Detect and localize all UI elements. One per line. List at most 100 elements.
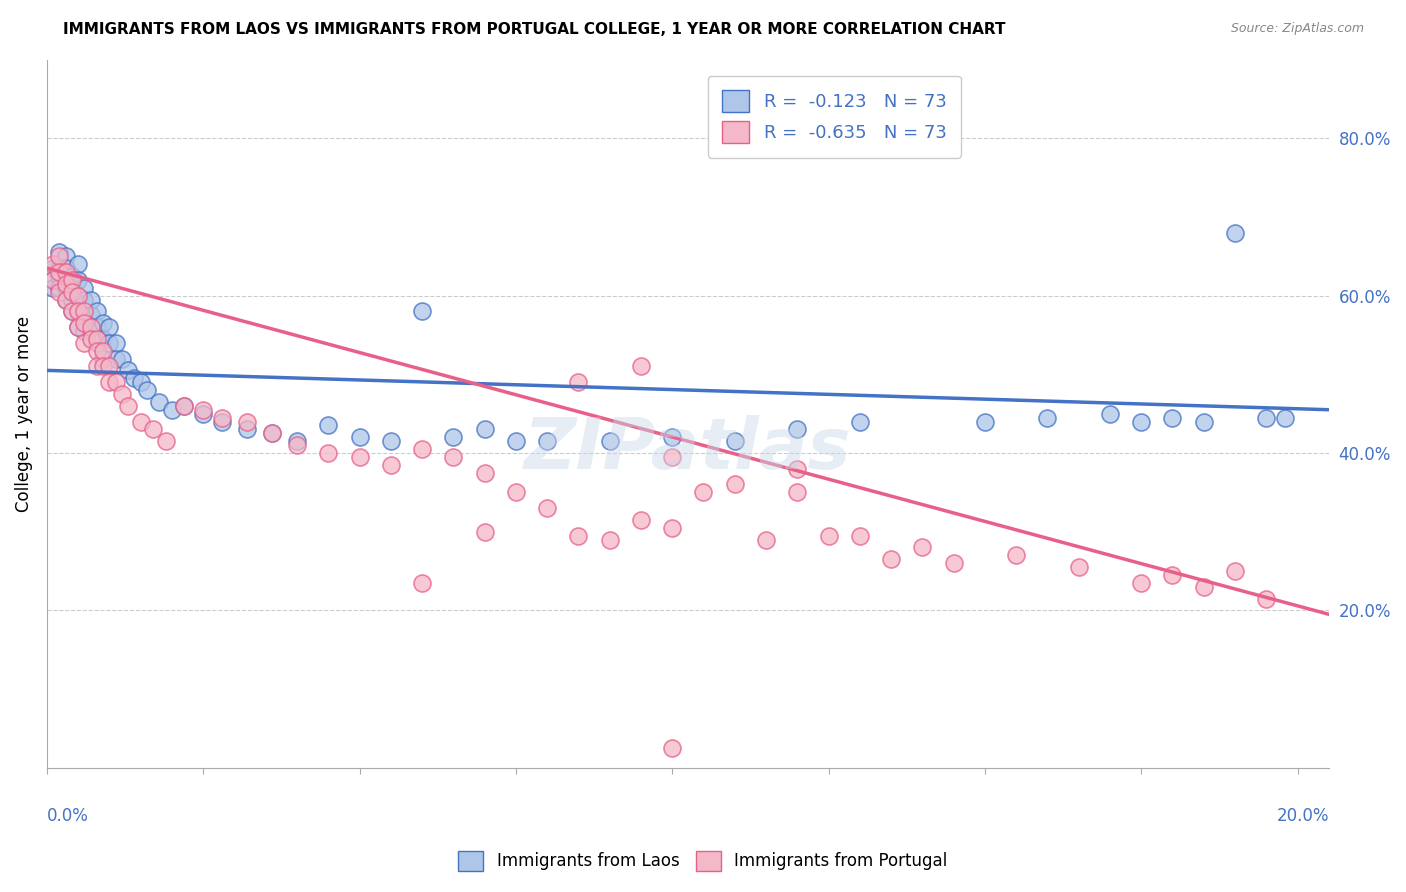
Point [73, 335, 96, 350]
Point [599, 434, 621, 449]
Point [60, 304, 83, 318]
Point [567, 375, 589, 389]
Point [536, 501, 558, 516]
Legend: Immigrants from Laos, Immigrants from Portugal: Immigrants from Laos, Immigrants from Po… [450, 842, 956, 880]
Point [661, 521, 683, 535]
Point [42, 281, 65, 295]
Point [117, 363, 139, 377]
Text: Source: ZipAtlas.com: Source: ZipAtlas.com [1230, 22, 1364, 36]
Point [111, 351, 134, 366]
Point [48, 265, 70, 279]
Point [786, 461, 808, 475]
Point [285, 434, 308, 449]
Point [48, 245, 70, 260]
Text: IMMIGRANTS FROM LAOS VS IMMIGRANTS FROM PORTUGAL COLLEGE, 1 YEAR OR MORE CORRELA: IMMIGRANTS FROM LAOS VS IMMIGRANTS FROM … [63, 22, 1005, 37]
Text: ZIPatlas: ZIPatlas [524, 415, 852, 483]
Point [880, 552, 903, 566]
Point [48, 261, 70, 276]
Point [260, 426, 283, 441]
Point [1256, 591, 1278, 606]
Point [474, 524, 496, 539]
Point [79, 308, 101, 322]
Point [441, 450, 464, 464]
Point [86, 343, 108, 358]
Legend: R =  -0.123   N = 73, R =  -0.635   N = 73: R = -0.123 N = 73, R = -0.635 N = 73 [707, 76, 960, 158]
Point [1192, 415, 1215, 429]
Point [42, 273, 65, 287]
Point [505, 485, 527, 500]
Point [55, 261, 77, 276]
Point [104, 335, 127, 350]
Point [60, 293, 83, 307]
Point [1067, 560, 1090, 574]
Point [599, 533, 621, 547]
Point [849, 528, 872, 542]
Point [786, 422, 808, 436]
Point [1036, 410, 1059, 425]
Point [86, 304, 108, 318]
Point [42, 257, 65, 271]
Point [911, 541, 934, 555]
Point [117, 399, 139, 413]
Point [630, 513, 652, 527]
Point [73, 324, 96, 338]
Point [316, 418, 339, 433]
Point [260, 426, 283, 441]
Point [129, 375, 152, 389]
Point [67, 320, 90, 334]
Text: 0.0%: 0.0% [46, 806, 89, 824]
Point [42, 261, 65, 276]
Point [79, 320, 101, 334]
Point [91, 359, 114, 374]
Point [1098, 407, 1121, 421]
Point [98, 359, 121, 374]
Point [73, 281, 96, 295]
Point [55, 265, 77, 279]
Point [1161, 410, 1184, 425]
Point [1192, 580, 1215, 594]
Point [474, 466, 496, 480]
Point [67, 257, 90, 271]
Point [942, 556, 965, 570]
Point [48, 268, 70, 283]
Point [136, 383, 159, 397]
Point [973, 415, 995, 429]
Point [380, 434, 402, 449]
Point [411, 575, 433, 590]
Point [211, 415, 233, 429]
Point [86, 320, 108, 334]
Point [91, 343, 114, 358]
Point [1256, 410, 1278, 425]
Point [661, 741, 683, 756]
Point [98, 320, 121, 334]
Point [91, 332, 114, 346]
Point [86, 359, 108, 374]
Point [55, 281, 77, 295]
Point [73, 304, 96, 318]
Y-axis label: College, 1 year or more: College, 1 year or more [15, 316, 32, 512]
Point [111, 387, 134, 401]
Point [285, 438, 308, 452]
Point [91, 316, 114, 330]
Point [193, 402, 215, 417]
Point [142, 422, 165, 436]
Point [1130, 415, 1153, 429]
Point [236, 415, 259, 429]
Point [148, 395, 170, 409]
Point [55, 277, 77, 291]
Point [380, 458, 402, 472]
Point [60, 285, 83, 299]
Point [42, 273, 65, 287]
Point [104, 375, 127, 389]
Point [60, 281, 83, 295]
Point [55, 293, 77, 307]
Point [73, 316, 96, 330]
Point [98, 375, 121, 389]
Point [73, 308, 96, 322]
Point [67, 273, 90, 287]
Point [160, 402, 183, 417]
Point [91, 351, 114, 366]
Point [1005, 549, 1028, 563]
Point [316, 446, 339, 460]
Point [79, 293, 101, 307]
